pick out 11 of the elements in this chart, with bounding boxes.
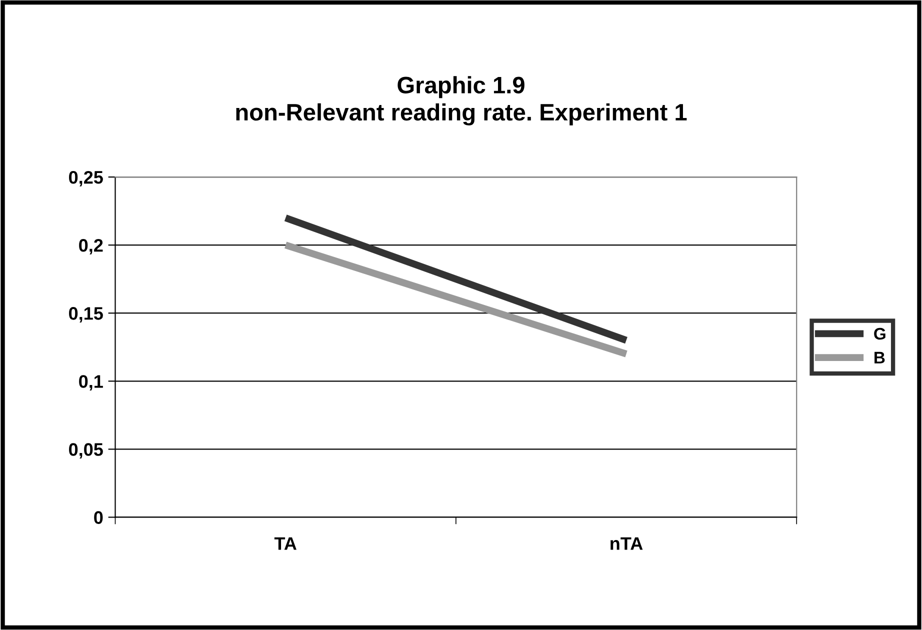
y-tick-label: 0,25 [69, 170, 103, 186]
y-tick-label: 0 [94, 511, 103, 524]
x-tick-label: TA [274, 537, 296, 550]
y-tick-label: 0,2 [79, 239, 103, 254]
y-tick-label: 0,1 [79, 375, 103, 390]
y-tick-label: 0,05 [69, 443, 103, 459]
y-tick-label: 0,15 [69, 307, 103, 322]
legend-label: G [874, 328, 886, 340]
legend-label: B [874, 352, 885, 364]
chart-title: Graphic 1.9 non-Relevant reading rate. Experiment 1 [236, 76, 687, 126]
x-tick-label: nTA [610, 537, 643, 550]
